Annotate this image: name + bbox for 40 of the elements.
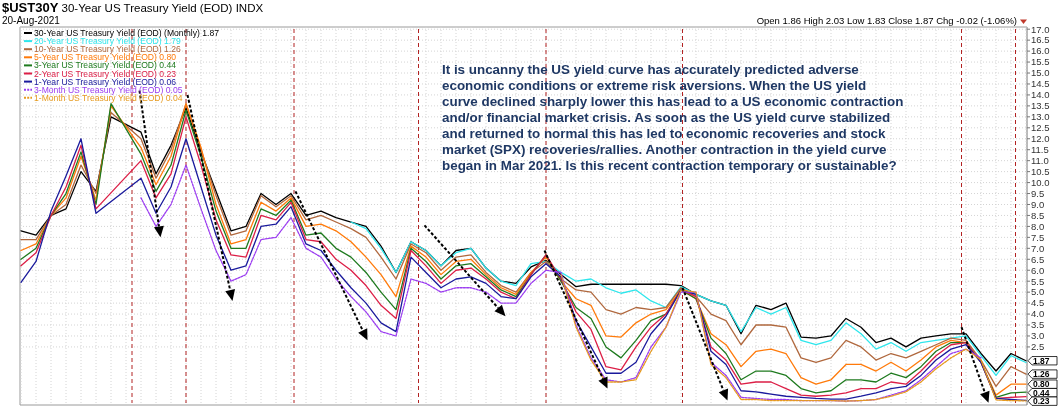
y-tick-label: 11.0 [1031,154,1049,166]
y-tick-label: 8.0 [1031,220,1045,232]
y-tick-label: 13.0 [1031,111,1050,123]
y-tick-label: 16.0 [1031,45,1050,57]
y-tick-label: 12.5 [1031,122,1050,134]
y-tick-label: 7.5 [1031,231,1045,243]
text: 0.23 [1033,396,1050,407]
legend-label: 30-Year US Treasury Yield (EOD) (Monthly) 1.87 [34,28,220,38]
y-tick-label: 14.5 [1031,78,1050,90]
y-tick-label: 5.5 [1031,275,1045,287]
y-tick-label: 5.0 [1031,286,1045,298]
y-tick-label: 9.5 [1031,187,1045,199]
y-tick-label: 7.0 [1031,242,1045,254]
y-tick-label: 11.5 [1031,144,1049,156]
y-tick-label: 4.0 [1031,308,1045,320]
y-tick-label: 10.5 [1031,165,1050,177]
y-tick-label: 14.0 [1031,89,1050,101]
y-tick-label: 2.5 [1031,341,1045,353]
text: 1.87 [1033,355,1050,366]
chart-subtitle: 20-Aug-2021 [2,15,61,26]
text: 1.26 [1033,369,1050,380]
y-tick-label: 4.5 [1031,297,1045,309]
y-tick-label: 6.0 [1031,264,1045,276]
text: 0.44 [1033,387,1050,398]
y-tick-label: 15.5 [1031,56,1050,68]
y-tick-label: 8.5 [1031,209,1045,221]
y-tick-label: 9.0 [1031,198,1045,210]
chart-title: $UST30Y 30-Year US Treasury Yield (EOD) INDX [2,0,264,15]
y-tick-label: 16.5 [1031,34,1050,46]
y-tick-label: 10.0 [1031,176,1050,188]
y-tick-label: 3.0 [1031,330,1045,342]
text: 0.80 [1033,379,1050,390]
y-tick-label: 3.5 [1031,319,1045,331]
text: Open 1.86 High 2.03 Low 1.83 Close 1.87 Chg -0.02 (-1.06%) [756,15,1017,26]
y-tick-label: 17.0 [1031,23,1050,35]
y-tick-label: 13.5 [1031,100,1050,112]
y-tick-label: 6.5 [1031,253,1045,265]
y-tick-label: 15.0 [1031,67,1050,79]
y-tick-label: 12.0 [1031,133,1050,145]
annotation: It is uncanny the US yield curve has accurately predicted adverse economic conditions or extreme risk aversions. When the US yield curve declined sharply lower this has lead to a US economic contraction and/or financial market crisis. As soon as the US yield curve stabilized and returned to normal this has led to economic recoveries and stock market (SPX) recoveries/rallies. Another contraction in the yield curve began in Mar 2021. Is this recent contraction temporary or sustainable? [442,62,904,173]
